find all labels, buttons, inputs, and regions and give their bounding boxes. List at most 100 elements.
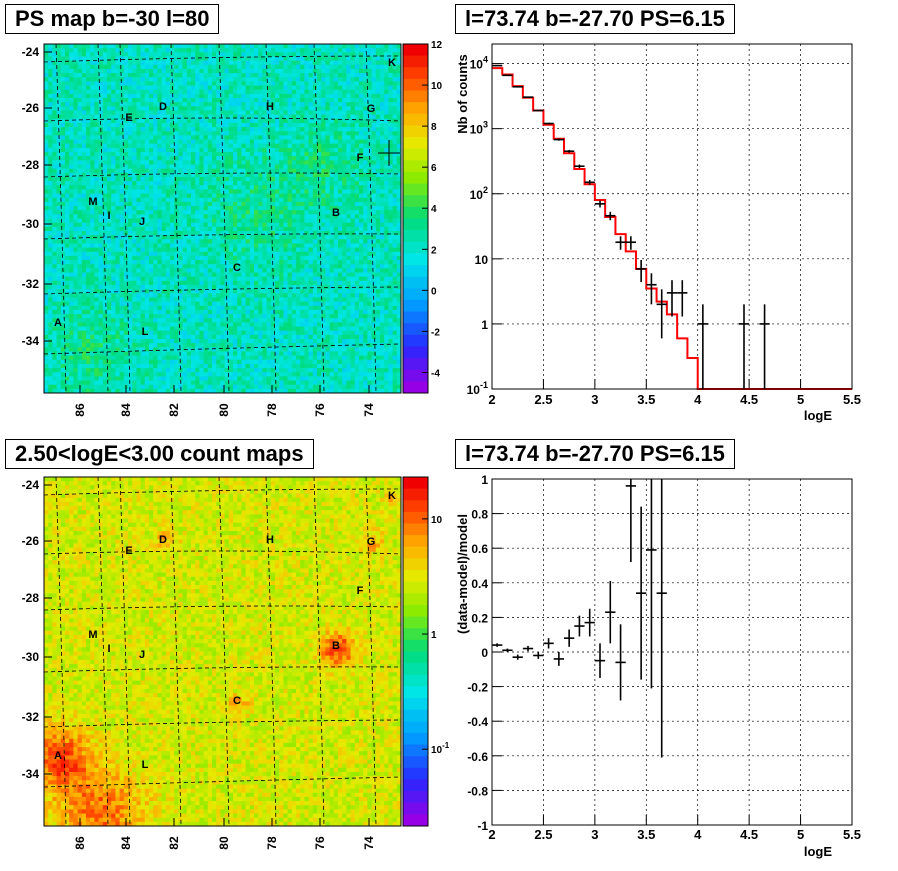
ps-map-colorbar-cell [403,276,428,289]
ps-map-colorbar-cell [403,358,428,371]
ps-map-source-c: C [233,262,241,274]
count-map-y-tick-label: -26 [22,534,40,548]
count-map-colorbar-label: 10 [431,515,443,526]
ps-map-source-f: F [357,152,364,164]
count-map-coord-grid [43,476,402,827]
ps-map-source-b: B [332,207,340,219]
ps-map-source-m: M [88,196,97,208]
count-map-x-tick-label: 80 [217,836,231,850]
residual-data-point [512,654,523,660]
spectrum-data-point [553,138,564,141]
residual-y-tick-label: 0.2 [471,611,488,625]
spectrum-y-tick-label: 10-1 [467,380,488,397]
ps-map-x-tick-label: 86 [73,403,87,417]
ps-map-x-tick-label: 74 [362,403,376,417]
ps-map-colorbar-cell [403,102,428,115]
residual-x-tick-label: 3 [591,827,598,842]
ps-map-colorbar-cell [403,90,428,103]
count-map-colorbar-cell [403,628,428,641]
residual-data-point [533,652,544,659]
ps-map-meridian [119,43,131,394]
count-map-colorbar-label: 1 [431,630,437,641]
residual-x-tick-label: 4 [694,827,702,842]
ps-map-x-tick-label: 80 [217,403,231,417]
spectrum-y-tick-label: 102 [470,185,488,202]
count-map-meridian [55,476,67,827]
spectrum-title: l=73.74 b=-27.70 PS=6.15 [455,4,735,34]
count-map-parallel [43,605,402,611]
ps-map-colorbar-label: 12 [431,40,443,51]
spectrum-data-point [584,180,595,185]
residual-data-point [574,615,585,637]
spectrum-data-point [625,236,636,250]
residual-data-point [646,479,657,689]
spectrum-frame [491,43,853,390]
spectrum-data-point [646,273,657,305]
spectrum-x-tick-label: 3.5 [637,392,655,407]
residual-x-tick-label: 5 [797,827,804,842]
ps-map-heatmap [44,44,402,394]
count-map-colorbar-cell [403,593,428,606]
spectrum-data-point [492,64,503,67]
ps-map-colorbar-label: -2 [431,327,440,338]
spectrum-data-point [543,122,554,125]
count-map-colorbar-cell [403,779,428,792]
ps-map-coord-grid [43,43,402,394]
residual-y-tick-label: 1 [481,473,488,487]
count-map-colorbar-cell [403,814,428,827]
residual-data-point [636,506,647,680]
residual-y-tick-label: -1 [477,819,488,833]
count-map-colorbar-cell [403,535,428,548]
count-map-colorbar-cell [403,500,428,513]
residual-y-tick-label: 0 [481,646,488,660]
spectrum-x-tick-label: 4 [694,392,702,407]
residual-data-point [615,624,626,701]
ps-map-colorbar-cell [403,346,428,359]
spectrum-x-tick-label: 3 [591,392,598,407]
residual-x-tick-label: 3.5 [637,827,655,842]
count-map-colorbar-cell [403,709,428,722]
ps-map-colorbar-label: 0 [431,286,437,297]
ps-map-meridian [170,43,182,394]
count-map-colorbar-cell [403,756,428,769]
residual-x-tick-label: 2.5 [534,827,552,842]
residual-y-tick-label: 0.8 [471,508,488,522]
count-map-colorbar-cell [403,570,428,583]
ps-map-colorbar-cell [403,230,428,243]
residual-title: l=73.74 b=-27.70 PS=6.15 [455,439,735,469]
ps-map-colorbar-cell [403,171,428,185]
spectrum-y-axis-label: Nb of counts [455,54,470,133]
ps-map-meridian [365,43,377,394]
count-map-x-tick-label: 74 [362,836,376,850]
spectrum-data-point [697,304,708,389]
ps-map-y-tick-label: -30 [22,217,40,231]
ps-map-source-l: L [142,326,149,338]
spectrum-data-point [574,164,585,168]
count-map-colorbar-cell [403,616,428,629]
ps-map-colorbar-cell [403,241,428,254]
residual-data-point [553,652,564,666]
spectrum-data-point [615,236,626,250]
count-map-parallel [43,666,402,673]
ps-map-source-i: I [107,210,110,222]
residual-y-tick-label: -0.4 [467,715,488,729]
count-map-colorbar-cell [403,546,428,559]
spectrum-y-tick-label: 104 [470,55,488,72]
ps-map-colorbar-cell [403,311,428,324]
count-map-colorbar-cell [403,767,428,780]
ps-map-colorbar-cell [403,369,428,382]
count-map-colorbar-label: 10-1 [431,741,450,756]
spectrum-model-line [492,67,852,390]
ps-map-source-h: H [266,101,274,113]
count-map-parallel [43,776,402,788]
ps-map-y-tick-label: -26 [22,101,40,115]
count-map-source-f: F [357,585,364,597]
residual-y-tick-label: 0.6 [471,542,488,556]
ps-map-source-j: J [139,216,145,228]
count-map-meridian [97,476,109,827]
count-map-colorbar-cell [403,732,428,746]
ps-map-colorbar-label: 10 [431,81,443,92]
ps-map-y-tick-label: -28 [22,158,40,172]
ps-map-colorbar-cell [403,67,428,80]
ps-map-colorbar-label: 4 [431,204,437,215]
